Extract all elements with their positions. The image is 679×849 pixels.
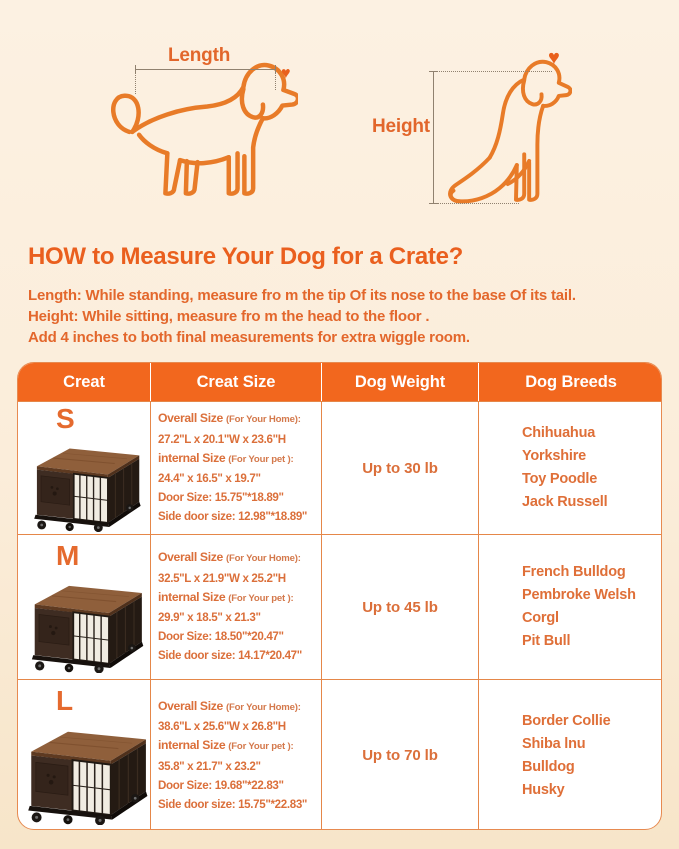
sitting-dog-illustration (448, 59, 572, 204)
page-title: HOW to Measure Your Dog for a Crate? (28, 243, 464, 270)
table-row-m-crate-cell: M (18, 534, 150, 679)
overall-size-value: 27.2"L x 20.1"W x 23.6"H (158, 432, 286, 446)
overall-size-note: (For Your Home): (225, 414, 301, 426)
height-tick-bottom (429, 203, 438, 204)
side-door-size-value: Side door size: 15.75"*22.83" (158, 797, 308, 811)
crate-image (27, 730, 149, 826)
column-header-creat-size: Creat Size (150, 363, 321, 401)
internal-size-note: (For Your pet ): (228, 592, 294, 604)
dog-weight-value: Up to 30 lb (321, 401, 478, 534)
overall-size-note: (For Your Home): (225, 553, 301, 565)
side-door-size-value: Side door size: 14.17*20.47" (158, 649, 302, 663)
breed-name: French Bulldog (522, 564, 626, 580)
crate-size-details: Overall Size (For Your Home): 32.5"L x 2… (150, 534, 321, 679)
dog-breeds-list: French Bulldog Pembroke Welsh Corgl Pit … (478, 534, 661, 679)
internal-size-label: internal Size (158, 450, 229, 465)
column-header-dog-breeds: Dog Breeds (478, 363, 661, 401)
breed-name: Chihuahua (522, 425, 596, 441)
column-header-dog-weight: Dog Weight (321, 363, 478, 401)
overall-size-value: 32.5"L x 21.9"W x 25.2"H (158, 571, 286, 585)
length-tick-left (135, 65, 136, 74)
height-extension-top (434, 71, 552, 72)
crate-size-table: Creat Creat Size Dog Weight Dog Breeds S… (17, 362, 662, 830)
side-door-size-value: Side door size: 12.98"*18.89" (158, 510, 308, 524)
heart-icon: ♥ (548, 47, 560, 69)
crate-image (30, 585, 145, 674)
door-size-value: Door Size: 15.75"*18.89" (158, 491, 284, 505)
length-dimension-line (135, 69, 276, 70)
instruction-length: Length: While standing, measure fro m th… (28, 287, 576, 304)
overall-size-label: Overall Size (158, 550, 226, 565)
size-letter: S (56, 402, 75, 434)
heart-icon: ♥ (281, 65, 291, 82)
breed-name: Bulldog (522, 758, 575, 775)
length-tick-right (275, 65, 276, 74)
door-size-value: Door Size: 19.68"*22.83" (158, 778, 284, 792)
breed-name: Pit Bull (522, 633, 571, 649)
instruction-wiggle-room: Add 4 inches to both final measurements … (28, 329, 470, 346)
standing-dog-illustration (111, 62, 298, 196)
table-row-l-crate-cell: L (18, 679, 150, 829)
crate-size-details: Overall Size (For Your Home): 27.2"L x 2… (150, 401, 321, 534)
internal-size-note: (For Your pet ): (228, 741, 294, 753)
breed-name: Husky (522, 781, 565, 798)
measuring-instructions: Length: While standing, measure fro m th… (28, 285, 576, 348)
column-header-creat: Creat (18, 363, 150, 401)
height-extension-bottom (434, 203, 519, 204)
table-row-s-crate-cell: S (18, 401, 150, 534)
dog-weight-value: Up to 70 lb (321, 679, 478, 829)
breed-name: Toy Poodle (522, 471, 598, 487)
crate-image (33, 447, 142, 533)
length-label: Length (168, 45, 231, 66)
dog-breeds-list: Border Collie Shiba lnu Bulldog Husky (478, 679, 661, 829)
internal-size-value: 24.4" x 16.5" x 19.7" (158, 472, 261, 485)
internal-size-label: internal Size (158, 738, 229, 753)
breed-name: Corgl (522, 610, 559, 626)
breed-name: Pembroke Welsh (522, 587, 636, 603)
height-tick-top (429, 71, 438, 72)
breed-name: Border Collie (522, 712, 611, 729)
door-size-value: Door Size: 18.50"*20.47" (158, 630, 284, 644)
overall-size-note: (For Your Home): (225, 701, 301, 713)
internal-size-value: 35.8" x 21.7" x 23.2" (158, 759, 261, 773)
internal-size-label: internal Size (158, 589, 229, 604)
internal-size-value: 29.9" x 18.5" x 21.3" (158, 611, 261, 624)
instruction-height: Height: While sitting, measure fro m the… (28, 308, 430, 325)
dog-weight-value: Up to 45 lb (321, 534, 478, 679)
breed-name: Jack Russell (522, 494, 608, 510)
internal-size-note: (For Your pet ): (228, 453, 294, 465)
breed-name: Yorkshire (522, 448, 587, 464)
overall-size-value: 38.6"L x 25.6"W x 26.8"H (158, 720, 286, 734)
size-letter: M (56, 539, 80, 571)
overall-size-label: Overall Size (158, 411, 226, 426)
height-label: Height (372, 116, 430, 137)
size-letter: L (56, 684, 74, 716)
height-dimension-line (433, 71, 434, 203)
breed-name: Shiba lnu (522, 735, 586, 752)
crate-size-details: Overall Size (For Your Home): 38.6"L x 2… (150, 679, 321, 829)
length-extension-right (275, 70, 276, 90)
overall-size-label: Overall Size (158, 698, 226, 713)
length-extension-left (135, 70, 136, 94)
dog-breeds-list: Chihuahua Yorkshire Toy Poodle Jack Russ… (478, 401, 661, 534)
